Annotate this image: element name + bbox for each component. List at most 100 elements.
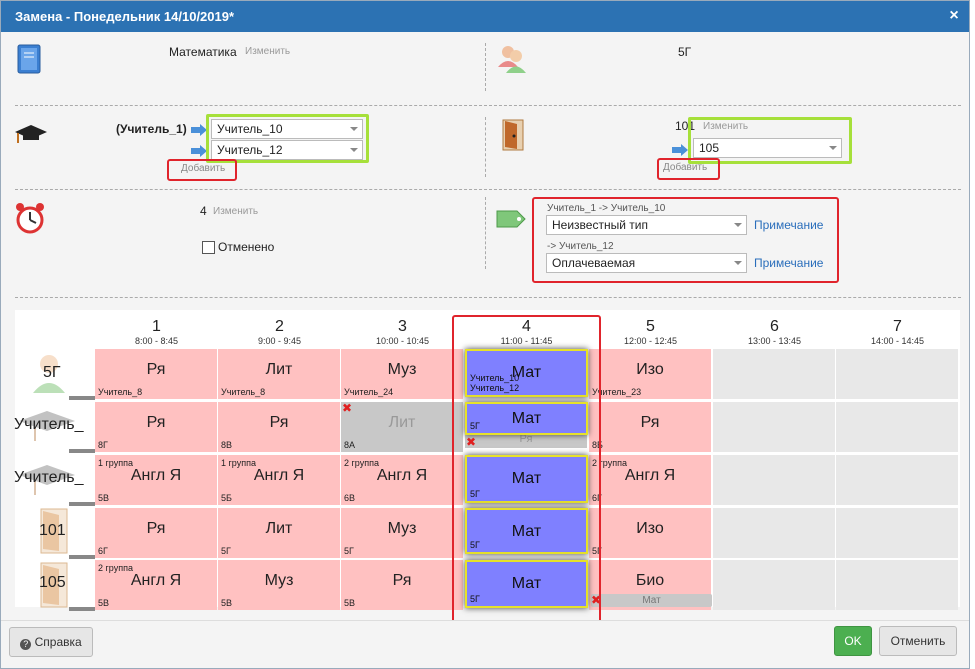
book-icon	[17, 44, 41, 74]
column-number: 7	[893, 318, 902, 335]
lesson-cell[interactable]: Лит Учитель_8	[218, 349, 340, 399]
add-room-button[interactable]: Добавить	[663, 162, 708, 173]
substitute-class: 5Г	[470, 594, 480, 604]
lesson-cell[interactable]: Ря 8В	[218, 402, 340, 452]
substitute-class: 5Г	[470, 489, 480, 499]
substitute-teacher-1: Учитель_10	[470, 373, 520, 383]
cancelled-checkbox[interactable]	[202, 241, 215, 254]
help-button-label: Справка	[34, 635, 82, 649]
lesson-subject: Англ Я	[130, 467, 182, 484]
room-select-value: 105	[699, 141, 720, 155]
chevron-down-icon	[350, 148, 358, 152]
lesson-group: 2 группа	[344, 458, 379, 468]
tag-line1-label: Учитель_1 -> Учитель_10	[547, 203, 666, 214]
lesson-cell[interactable]	[713, 402, 835, 452]
graduation-cap-icon	[14, 123, 48, 149]
lesson-change-link[interactable]: Изменить	[213, 206, 259, 217]
chevron-down-icon	[734, 223, 742, 227]
lesson-cell[interactable]	[713, 455, 835, 505]
row-marker	[69, 449, 95, 453]
teacher-select-1[interactable]: Учитель_10	[211, 119, 363, 139]
section-divider	[485, 117, 486, 177]
teacher-select-highlight	[206, 114, 369, 163]
lesson-cell[interactable]: Муз 5Г	[341, 508, 463, 558]
lesson-detail: 8В	[221, 440, 233, 450]
lesson-detail: 5В	[98, 493, 110, 503]
lesson-detail: 6Г	[592, 493, 602, 503]
section-divider	[485, 43, 486, 91]
lesson-group: 2 группа	[98, 563, 133, 573]
note-link-1[interactable]: Примечание	[754, 218, 824, 232]
ok-button[interactable]: OK	[834, 626, 872, 656]
close-icon[interactable]: ×	[949, 7, 959, 24]
room-door-icon	[37, 507, 71, 555]
lesson-detail: 5Г	[221, 546, 231, 556]
lesson-cell[interactable]	[713, 349, 835, 399]
lesson-cell[interactable]: Ря 8Б	[589, 402, 711, 452]
substitute-lesson-card[interactable]: Мат 5Г	[465, 402, 588, 435]
column-number: 4	[522, 318, 531, 335]
lesson-cell[interactable]: Изо Учитель_23	[589, 349, 711, 399]
chevron-down-icon	[350, 127, 358, 131]
remove-x-icon[interactable]: ✖	[466, 435, 477, 449]
lesson-detail: Учитель_8	[98, 387, 143, 397]
subject-change-link[interactable]: Изменить	[245, 46, 291, 57]
lesson-cell[interactable]: Изо 5Г	[589, 508, 711, 558]
row-label: 5Г	[43, 364, 61, 381]
lesson-cell[interactable]: Лит 5Г	[218, 508, 340, 558]
lesson-subject: Ря	[146, 520, 166, 537]
substitute-lesson-card[interactable]: Мат 5Г	[465, 455, 588, 503]
room-change-link[interactable]: Изменить	[703, 121, 749, 132]
lesson-cell[interactable]	[836, 560, 958, 610]
lesson-cell[interactable]	[836, 402, 958, 452]
lesson-subject: Ря	[392, 572, 412, 589]
lesson-cell[interactable]	[713, 508, 835, 558]
subject-label: Математика	[169, 45, 237, 59]
users-icon	[495, 43, 529, 75]
lesson-detail: 5В	[344, 598, 356, 608]
lesson-cell[interactable]: Лит 8А	[341, 402, 463, 452]
remove-x-icon[interactable]: ✖	[591, 593, 602, 607]
lesson-cell[interactable]	[836, 455, 958, 505]
substitute-lesson-card[interactable]: Мат 5Г	[465, 560, 588, 608]
note-link-2[interactable]: Примечание	[754, 256, 824, 270]
tag-type-select-1[interactable]: Неизвестный тип	[546, 215, 747, 235]
teacher-select-2[interactable]: Учитель_12	[211, 140, 363, 160]
lesson-cell[interactable]: Ря Учитель_8	[95, 349, 217, 399]
lesson-cell[interactable]: Ря 5В	[341, 560, 463, 610]
add-teacher-button[interactable]: Добавить	[181, 163, 226, 174]
lesson-detail: 8А	[344, 440, 356, 450]
lesson-cell[interactable]	[713, 560, 835, 610]
lesson-detail: Учитель_23	[592, 387, 642, 397]
lesson-cell[interactable]	[836, 508, 958, 558]
lesson-group: 1 группа	[98, 458, 133, 468]
lesson-cell[interactable]: Ря 6Г	[95, 508, 217, 558]
lesson-subject: Англ Я	[130, 572, 182, 589]
substitute-lesson-card[interactable]: Мат Учитель_10 Учитель_12	[465, 349, 588, 397]
remove-x-icon[interactable]: ✖	[342, 401, 353, 415]
lesson-cell[interactable]	[836, 349, 958, 399]
help-button[interactable]: ? Справка	[9, 627, 93, 657]
cancel-button[interactable]: Отменить	[879, 626, 957, 656]
lesson-cell[interactable]: Муз 5В	[218, 560, 340, 610]
tag-type-select-2[interactable]: Оплачеваемая	[546, 253, 747, 273]
substitute-lesson-card[interactable]: Мат 5Г	[465, 508, 588, 554]
section-separator	[15, 297, 961, 298]
lesson-detail: 5В	[98, 598, 110, 608]
lesson-cell[interactable]: Муз Учитель_24	[341, 349, 463, 399]
class-name: 5Г	[678, 45, 692, 59]
lesson-detail: 6Г	[98, 546, 108, 556]
room-select[interactable]: 105	[693, 138, 842, 158]
chevron-down-icon	[734, 261, 742, 265]
lesson-detail: 8Б	[592, 440, 603, 450]
lesson-detail: 5В	[221, 598, 233, 608]
lesson-detail: 5Б	[221, 493, 232, 503]
lesson-cell[interactable]: Ря 8Г	[95, 402, 217, 452]
lesson-subject: Ря	[640, 414, 660, 431]
